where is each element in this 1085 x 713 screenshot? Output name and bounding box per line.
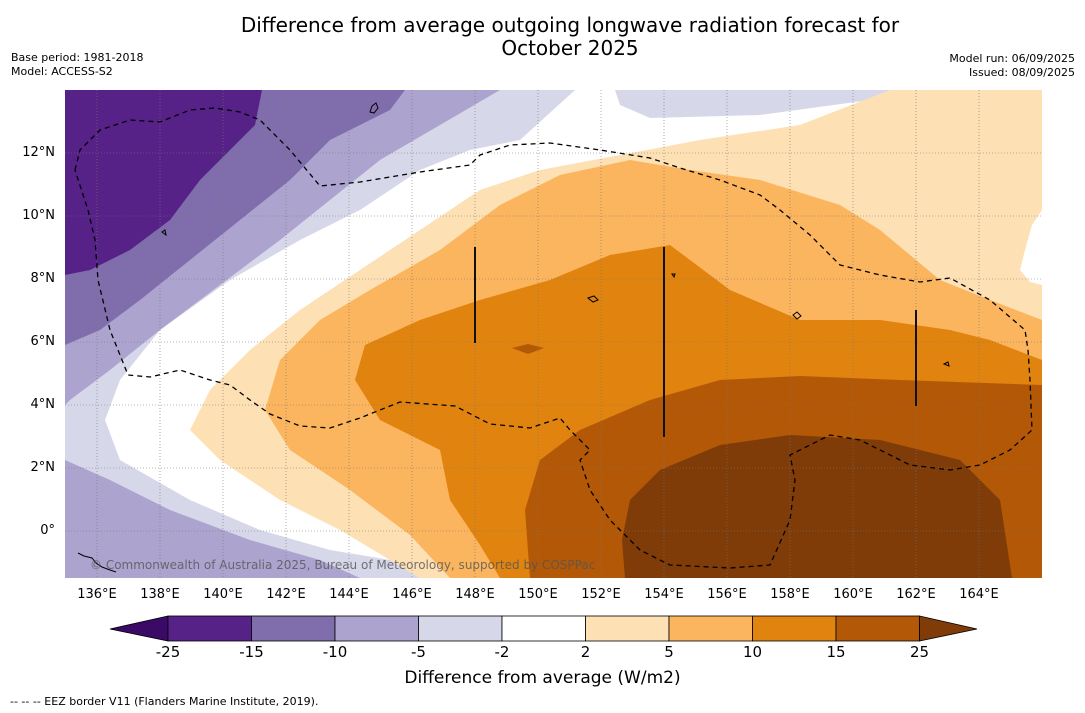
- contour-minus-5-to-minus-10-bottom: [65, 460, 360, 578]
- y-tick-label: 6°N: [30, 334, 56, 349]
- footer-legend: -- -- -- EEZ border V11 (Flanders Marine…: [10, 695, 319, 708]
- coastlines: [77, 102, 950, 573]
- colorbar-tick-label: 5: [664, 643, 674, 661]
- eez-borders: [74, 107, 1033, 569]
- colorbar-tick-label: -25: [155, 643, 181, 661]
- island-chain-south-west: [77, 552, 117, 573]
- vertical-bars: [474, 247, 917, 437]
- copyright-notice: © Commonwealth of Australia 2025, Bureau…: [90, 558, 596, 572]
- y-tick-label: 12°N: [22, 145, 55, 160]
- colorbar-bin-5: [501, 615, 586, 642]
- x-tick-label: 142°E: [266, 587, 306, 602]
- base-period: Base period: 1981-2018: [11, 51, 144, 64]
- colorbar-tick-label: -15: [239, 643, 264, 661]
- island-c: [671, 273, 676, 279]
- x-tick-label: 144°E: [329, 587, 369, 602]
- x-tick-label: 146°E: [392, 587, 432, 602]
- contour-minus-5-patch-top: [615, 90, 900, 118]
- y-tick-label: 2°N: [30, 460, 56, 475]
- colorbar-bin-8: [752, 615, 837, 642]
- model-name: Model: ACCESS-S2: [11, 65, 113, 78]
- colorbar-bin-2: [251, 615, 336, 642]
- x-tick-label: 148°E: [455, 587, 495, 602]
- island-kosrae: [942, 361, 950, 367]
- x-tick-label: 162°E: [896, 587, 936, 602]
- x-tick-label: 138°E: [140, 587, 180, 602]
- meta-left: Base period: 1981-2018 Model: ACCESS-S2: [11, 51, 143, 79]
- island-north: [369, 102, 379, 114]
- model-run: Model run: 06/09/2025: [949, 52, 1075, 65]
- island-guam-area: [161, 229, 167, 237]
- colorbar-low-extend: [109, 615, 169, 642]
- y-tick-label: 0°: [40, 523, 55, 538]
- title-line-2: October 2025: [501, 36, 639, 60]
- y-tick-label: 4°N: [30, 397, 56, 412]
- x-tick-label: 136°E: [77, 587, 117, 602]
- x-tick-label: 160°E: [833, 587, 873, 602]
- colorbar-bin-1: [167, 615, 252, 642]
- colorbar-tick-label: 15: [826, 643, 846, 661]
- x-tick-label: 156°E: [707, 587, 747, 602]
- x-tick-label: 152°E: [581, 587, 621, 602]
- colorbar-tick-label: -5: [411, 643, 426, 661]
- colorbar-bin-7: [668, 615, 753, 642]
- title-line-1: Difference from average outgoing longwav…: [240, 13, 900, 37]
- colorbar-title: Difference from average (W/m2): [404, 668, 681, 688]
- gridlines: [65, 90, 1042, 578]
- map-title: Difference from average outgoing longwav…: [170, 14, 970, 60]
- x-tick-label: 164°E: [959, 587, 999, 602]
- colorbar-bin-4: [418, 615, 503, 642]
- y-tick-label: 10°N: [22, 208, 55, 223]
- y-tick-label: 8°N: [30, 271, 56, 286]
- colorbar-high-extend: [919, 615, 978, 642]
- colorbar-tick-label: 25: [909, 643, 930, 661]
- island-pohnpei: [792, 311, 802, 320]
- colorbar-tick-label: -2: [494, 643, 510, 661]
- x-tick-label: 158°E: [770, 587, 810, 602]
- colorbar-tick-label: -10: [322, 643, 348, 661]
- island-group-a: [586, 295, 599, 303]
- colorbar-tick-label: 10: [742, 643, 763, 661]
- contour-above-plus-25: [622, 435, 1012, 578]
- meta-right: Model run: 06/09/2025 Issued: 08/09/2025: [949, 52, 1075, 80]
- colorbar: [109, 615, 978, 642]
- x-tick-label: 154°E: [644, 587, 684, 602]
- x-tick-label: 150°E: [518, 587, 558, 602]
- contour-white-patch-right: [1020, 210, 1042, 285]
- colorbar-bin-3: [334, 615, 419, 642]
- colorbar-bin-9: [835, 615, 920, 642]
- contour-minus-15-to-minus-25: [65, 90, 262, 275]
- issued-date: Issued: 08/09/2025: [968, 66, 1075, 79]
- x-tick-label: 140°E: [203, 587, 243, 602]
- eez-border-west: [74, 107, 1033, 569]
- colorbar-tick-label: 2: [580, 643, 591, 661]
- colorbar-bin-6: [585, 615, 670, 642]
- contour-fields: [65, 90, 1042, 578]
- contour-patch-small: [512, 344, 544, 354]
